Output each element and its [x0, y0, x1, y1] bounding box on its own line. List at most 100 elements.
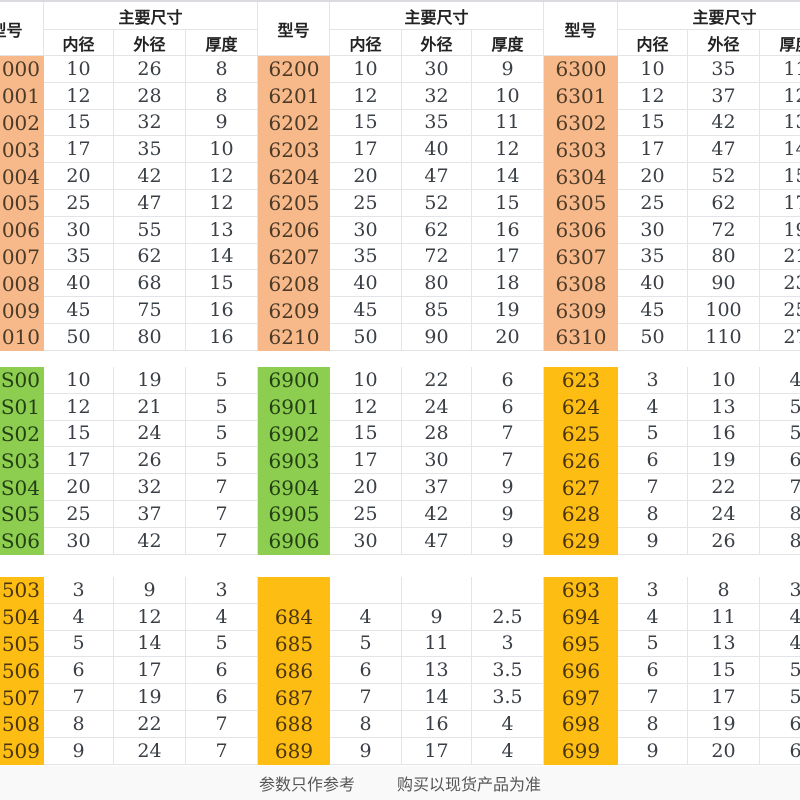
- thickness-cell[interactable]: 23: [760, 270, 800, 298]
- outer-diameter-cell[interactable]: 26: [114, 56, 186, 83]
- outer-diameter-cell[interactable]: 11: [688, 603, 760, 631]
- thickness-cell[interactable]: 25: [760, 297, 800, 324]
- thickness-cell[interactable]: 5: [186, 630, 258, 658]
- model-number-cell[interactable]: 688: [258, 711, 330, 738]
- model-number-cell[interactable]: 6200: [258, 56, 330, 83]
- inner-diameter-cell[interactable]: 25: [330, 501, 402, 528]
- outer-diameter-cell[interactable]: 42: [688, 109, 760, 137]
- thickness-cell[interactable]: 14: [472, 163, 544, 190]
- outer-diameter-cell[interactable]: 17: [688, 684, 760, 711]
- model-number-cell[interactable]: 002: [0, 109, 44, 137]
- thickness-cell[interactable]: 6: [760, 738, 800, 765]
- inner-diameter-cell[interactable]: 12: [618, 82, 688, 110]
- outer-diameter-cell[interactable]: 80: [688, 243, 760, 271]
- outer-diameter-cell[interactable]: 62: [402, 216, 472, 244]
- outer-diameter-cell[interactable]: 47: [114, 190, 186, 217]
- inner-diameter-cell[interactable]: 4: [330, 603, 402, 631]
- outer-diameter-cell[interactable]: 14: [114, 630, 186, 658]
- outer-diameter-cell[interactable]: 72: [402, 243, 472, 271]
- inner-diameter-cell[interactable]: 50: [330, 324, 402, 351]
- outer-diameter-cell[interactable]: 85: [402, 297, 472, 324]
- outer-diameter-cell[interactable]: 37: [688, 82, 760, 110]
- thickness-cell[interactable]: [472, 577, 544, 604]
- model-number-cell[interactable]: S03: [0, 447, 44, 475]
- outer-diameter-cell[interactable]: 80: [114, 324, 186, 351]
- thickness-cell[interactable]: 4: [760, 604, 800, 631]
- thickness-cell[interactable]: 5: [760, 421, 800, 448]
- inner-diameter-cell[interactable]: 45: [330, 297, 402, 324]
- model-number-cell[interactable]: 507: [0, 684, 44, 711]
- inner-diameter-cell[interactable]: 3: [618, 367, 688, 394]
- inner-diameter-cell[interactable]: 7: [618, 474, 688, 501]
- inner-diameter-cell[interactable]: 10: [330, 367, 402, 394]
- thickness-cell[interactable]: 8: [760, 501, 800, 528]
- thickness-cell[interactable]: 11: [760, 56, 800, 83]
- model-number-cell[interactable]: 6210: [258, 324, 330, 351]
- outer-diameter-cell[interactable]: 9: [402, 603, 472, 631]
- outer-diameter-cell[interactable]: 32: [114, 109, 186, 137]
- model-number-cell[interactable]: 686: [258, 657, 330, 685]
- model-number-cell[interactable]: 508: [0, 711, 44, 738]
- model-number-cell[interactable]: 6207: [258, 243, 330, 271]
- thickness-cell[interactable]: 3: [760, 577, 800, 604]
- inner-diameter-cell[interactable]: 35: [44, 243, 114, 271]
- model-number-cell[interactable]: S05: [0, 501, 44, 528]
- thickness-cell[interactable]: 3.5: [472, 684, 544, 711]
- thickness-cell[interactable]: 4: [760, 367, 800, 394]
- outer-diameter-cell[interactable]: 16: [688, 420, 760, 448]
- inner-diameter-cell[interactable]: 12: [330, 82, 402, 110]
- inner-diameter-cell[interactable]: 3: [44, 577, 114, 604]
- outer-diameter-cell[interactable]: 37: [402, 474, 472, 501]
- thickness-cell[interactable]: 16: [186, 324, 258, 351]
- outer-diameter-cell[interactable]: 19: [114, 684, 186, 711]
- thickness-cell[interactable]: 16: [186, 297, 258, 324]
- inner-diameter-cell[interactable]: 10: [618, 56, 688, 83]
- outer-diameter-cell[interactable]: 42: [402, 501, 472, 528]
- model-number-cell[interactable]: 685: [258, 630, 330, 658]
- outer-diameter-cell[interactable]: 24: [114, 737, 186, 765]
- model-number-cell[interactable]: 699: [544, 737, 618, 765]
- model-number-cell[interactable]: [258, 577, 330, 604]
- model-number-cell[interactable]: 6208: [258, 270, 330, 298]
- inner-diameter-cell[interactable]: 17: [44, 136, 114, 164]
- inner-diameter-cell[interactable]: 9: [618, 527, 688, 555]
- outer-diameter-cell[interactable]: 24: [688, 501, 760, 528]
- model-number-cell[interactable]: 6301: [544, 82, 618, 110]
- outer-diameter-cell[interactable]: 19: [114, 367, 186, 394]
- outer-diameter-cell[interactable]: 40: [402, 136, 472, 164]
- model-number-cell[interactable]: 623: [544, 367, 618, 394]
- inner-diameter-cell[interactable]: 9: [618, 737, 688, 765]
- model-number-cell[interactable]: 6209: [258, 297, 330, 324]
- thickness-cell[interactable]: 3: [186, 577, 258, 604]
- outer-diameter-cell[interactable]: 35: [688, 56, 760, 83]
- model-number-cell[interactable]: 005: [0, 190, 44, 217]
- thickness-cell[interactable]: 6: [760, 447, 800, 475]
- thickness-cell[interactable]: 27: [760, 324, 800, 351]
- thickness-cell[interactable]: 20: [472, 324, 544, 351]
- thickness-cell[interactable]: 5: [760, 657, 800, 685]
- model-number-cell[interactable]: 6901: [258, 393, 330, 421]
- model-number-cell[interactable]: 629: [544, 527, 618, 555]
- thickness-cell[interactable]: 7: [760, 474, 800, 501]
- model-number-cell[interactable]: 010: [0, 324, 44, 351]
- inner-diameter-cell[interactable]: 10: [330, 56, 402, 83]
- outer-diameter-cell[interactable]: 62: [688, 190, 760, 217]
- inner-diameter-cell[interactable]: 9: [44, 737, 114, 765]
- model-number-cell[interactable]: 627: [544, 474, 618, 501]
- outer-diameter-cell[interactable]: 19: [688, 711, 760, 738]
- inner-diameter-cell[interactable]: 30: [44, 216, 114, 244]
- model-number-cell[interactable]: 628: [544, 501, 618, 528]
- thickness-cell[interactable]: 11: [472, 109, 544, 137]
- model-number-cell[interactable]: 689: [258, 737, 330, 765]
- inner-diameter-cell[interactable]: 4: [44, 603, 114, 631]
- model-number-cell[interactable]: 006: [0, 216, 44, 244]
- outer-diameter-cell[interactable]: 21: [114, 393, 186, 421]
- thickness-cell[interactable]: 15: [760, 163, 800, 190]
- thickness-cell[interactable]: 12: [760, 83, 800, 110]
- outer-diameter-cell[interactable]: 15: [688, 657, 760, 685]
- thickness-cell[interactable]: 19: [760, 217, 800, 244]
- model-number-cell[interactable]: 6304: [544, 163, 618, 190]
- model-number-cell[interactable]: 6904: [258, 474, 330, 501]
- model-number-cell[interactable]: 6204: [258, 163, 330, 190]
- outer-diameter-cell[interactable]: 14: [402, 684, 472, 711]
